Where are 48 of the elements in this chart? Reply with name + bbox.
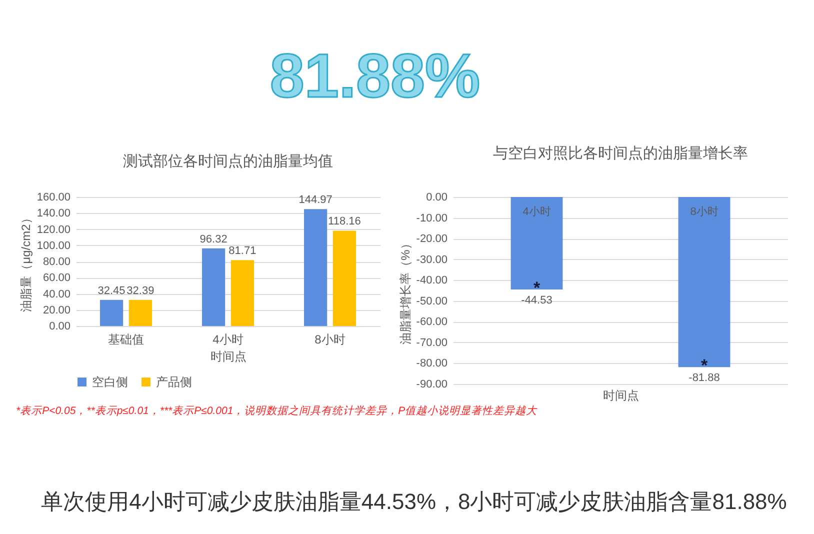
y-tick-label: -60.00 (416, 316, 448, 328)
data-label: 32.45 (98, 284, 126, 297)
y-tick-label: -80.00 (416, 358, 448, 370)
x-tick-label: 8小时 (690, 205, 718, 218)
x-tick-label: 4小时 (522, 205, 551, 218)
x-tick-label: 基础值 (108, 332, 144, 346)
y-tick-label: 80.00 (42, 256, 70, 268)
data-label: 81.71 (228, 245, 256, 258)
data-label: 96.32 (200, 233, 228, 246)
chart-title: 测试部位各时间点的油脂量均值 (123, 153, 333, 170)
y-tick-label: -70.00 (416, 336, 448, 349)
legend-label: 产品侧 (156, 375, 192, 389)
text: *表示P<0.05，**表示p≤0.01，***表示P≤0.001，说明数据之间具有统计学差异，P值越小说明显著性差异越大 (16, 405, 538, 417)
text: 81.88% (270, 42, 480, 111)
y-tick-label: -50.00 (416, 295, 448, 308)
y-tick-label: -20.00 (416, 233, 448, 246)
x-axis-title: 时间点 (603, 388, 639, 402)
text: 单次使用4小时可减少皮肤油脂量44.53%，8小时可减少皮肤油脂含量81.88% (41, 489, 787, 514)
y-tick-label: 0.00 (49, 320, 70, 332)
y-axis-title: 油脂量（μg/cm2） (18, 212, 33, 312)
y-tick-label: 100.00 (36, 240, 70, 252)
legend-label: 空白侧 (92, 375, 128, 389)
x-axis-title: 时间点 (210, 350, 246, 364)
data-label: 144.97 (298, 194, 332, 206)
x-tick-label: 8小时 (314, 332, 346, 346)
y-tick-label: 140.00 (36, 208, 70, 220)
bar (202, 248, 226, 326)
bar (332, 230, 356, 326)
data-label: -44.53 (521, 294, 552, 307)
data-label: 118.16 (328, 216, 361, 228)
y-tick-label: 60.00 (42, 272, 70, 284)
y-tick-label: 0.00 (426, 192, 448, 204)
x-tick-label: 4小时 (212, 332, 244, 346)
bar (304, 209, 328, 326)
bar (230, 260, 254, 326)
bar (128, 300, 152, 326)
y-axis-title: 油脂量增长率（%） (398, 238, 412, 344)
y-tick-label: 40.00 (42, 288, 70, 300)
y-tick-label: -90.00 (416, 378, 448, 390)
y-tick-label: 160.00 (36, 192, 70, 204)
y-tick-label: -40.00 (416, 274, 448, 287)
y-tick-label: -10.00 (416, 212, 448, 224)
bar (100, 300, 124, 326)
y-tick-label: 20.00 (42, 304, 70, 316)
chart-title: 与空白对照比各时间点的油脂量增长率 (493, 145, 748, 162)
data-label: 32.39 (126, 284, 154, 297)
y-tick-label: -30.00 (416, 254, 448, 266)
y-tick-label: 120.00 (36, 224, 70, 236)
